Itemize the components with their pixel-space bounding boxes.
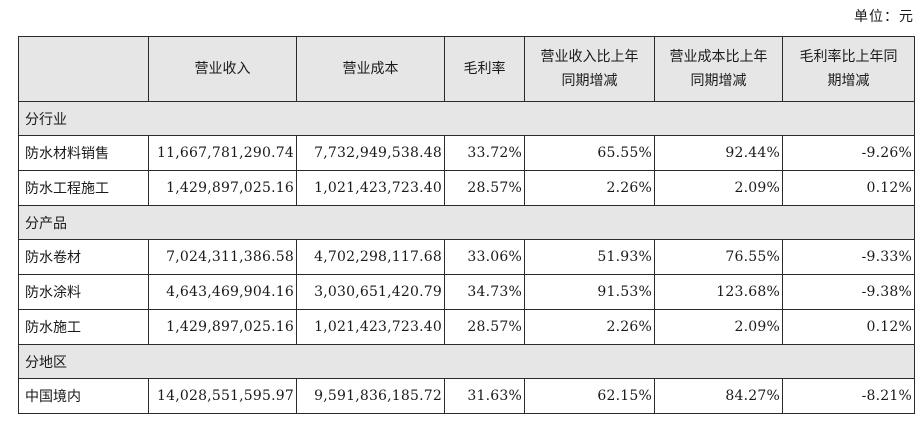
cost-cell: 9,591,836,185.72	[296, 378, 445, 414]
table-row: 防水工程施工 1,429,897,025.16 1,021,423,723.40…	[18, 170, 915, 206]
margin-cell: 28.57%	[444, 170, 525, 206]
header-cost-change-line2: 同期增减	[690, 73, 747, 89]
unit-label: 单位：元	[854, 9, 914, 25]
margin-cell: 34.73%	[444, 274, 525, 310]
margin-cell: 31.63%	[444, 378, 525, 414]
cost-change-cell: 92.44%	[654, 135, 783, 171]
header-margin-change-line1: 毛利率比上年同	[799, 49, 898, 65]
margin-change-cell: 0.12%	[782, 170, 915, 206]
revenue-cell: 14,028,551,595.97	[148, 378, 297, 414]
revenue-cell: 11,667,781,290.74	[148, 135, 297, 171]
revenue-change-cell: 65.55%	[524, 135, 655, 171]
revenue-change-cell: 2.26%	[524, 170, 655, 206]
revenue-change-cell: 91.53%	[524, 274, 655, 310]
table-row: 中国境内 14,028,551,595.97 9,591,836,185.72 …	[18, 378, 915, 414]
header-blank	[18, 36, 149, 102]
header-row: 营业收入 营业成本 毛利率 营业收入比上年 同期增减 营业成本比上年 同期增减 …	[18, 36, 915, 102]
row-label: 中国境内	[18, 378, 149, 414]
header-revenue-change-line2: 同期增减	[561, 73, 618, 89]
row-label: 防水工程施工	[18, 170, 149, 206]
header-margin: 毛利率	[444, 36, 525, 102]
cost-cell: 3,030,651,420.79	[296, 274, 445, 310]
row-label: 防水涂料	[18, 274, 149, 310]
section-title: 分产品	[18, 205, 915, 240]
revenue-cell: 1,429,897,025.16	[148, 309, 297, 345]
header-revenue-change: 营业收入比上年 同期增减	[524, 36, 655, 102]
revenue-cell: 1,429,897,025.16	[148, 170, 297, 206]
table-row: 防水施工 1,429,897,025.16 1,021,423,723.40 2…	[18, 309, 915, 345]
cost-cell: 1,021,423,723.40	[296, 170, 445, 206]
cost-change-cell: 84.27%	[654, 378, 783, 414]
table-row: 防水卷材 7,024,311,386.58 4,702,298,117.68 3…	[18, 239, 915, 275]
header-cost-change: 营业成本比上年 同期增减	[654, 36, 783, 102]
cost-cell: 1,021,423,723.40	[296, 309, 445, 345]
margin-change-cell: -9.38%	[782, 274, 915, 310]
row-label: 防水卷材	[18, 239, 149, 275]
cost-change-cell: 2.09%	[654, 309, 783, 345]
section-title: 分行业	[18, 101, 915, 136]
margin-cell: 33.72%	[444, 135, 525, 171]
header-margin-change: 毛利率比上年同 期增减	[782, 36, 915, 102]
revenue-change-cell: 2.26%	[524, 309, 655, 345]
margin-change-cell: 0.12%	[782, 309, 915, 345]
table-row: 防水涂料 4,643,469,904.16 3,030,651,420.79 3…	[18, 274, 915, 310]
revenue-cell: 7,024,311,386.58	[148, 239, 297, 275]
section-row-product: 分产品	[18, 205, 915, 240]
row-label: 防水材料销售	[18, 135, 149, 171]
header-cost: 营业成本	[296, 36, 445, 102]
header-revenue-change-line1: 营业收入比上年	[540, 49, 639, 65]
section-title: 分地区	[18, 344, 915, 379]
section-row-region: 分地区	[18, 344, 915, 379]
cost-change-cell: 2.09%	[654, 170, 783, 206]
financial-table: 营业收入 营业成本 毛利率 营业收入比上年 同期增减 营业成本比上年 同期增减 …	[18, 36, 915, 414]
revenue-change-cell: 62.15%	[524, 378, 655, 414]
row-label: 防水施工	[18, 309, 149, 345]
header-margin-change-line2: 期增减	[827, 73, 870, 89]
header-revenue: 营业收入	[148, 36, 297, 102]
margin-change-cell: -8.21%	[782, 378, 915, 414]
margin-cell: 33.06%	[444, 239, 525, 275]
margin-cell: 28.57%	[444, 309, 525, 345]
margin-change-cell: -9.33%	[782, 239, 915, 275]
cost-cell: 7,732,949,538.48	[296, 135, 445, 171]
section-row-industry: 分行业	[18, 101, 915, 136]
cost-change-cell: 76.55%	[654, 239, 783, 275]
table-row: 防水材料销售 11,667,781,290.74 7,732,949,538.4…	[18, 135, 915, 171]
cost-change-cell: 123.68%	[654, 274, 783, 310]
cost-cell: 4,702,298,117.68	[296, 239, 445, 275]
margin-change-cell: -9.26%	[782, 135, 915, 171]
header-cost-change-line1: 营业成本比上年	[669, 49, 768, 65]
revenue-cell: 4,643,469,904.16	[148, 274, 297, 310]
revenue-change-cell: 51.93%	[524, 239, 655, 275]
